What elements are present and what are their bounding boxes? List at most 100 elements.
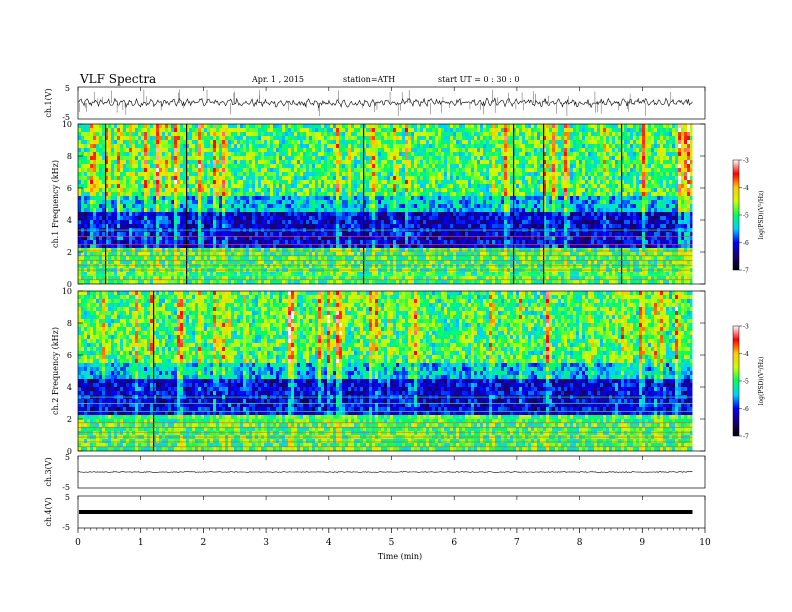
spectrogram-cell	[258, 204, 261, 208]
spectrogram-cell	[426, 172, 429, 176]
spectrogram-cell	[144, 180, 147, 184]
spectrogram-cell	[381, 148, 384, 152]
spectrogram-cell	[177, 192, 180, 196]
spectrogram-cell	[147, 196, 150, 200]
spectrogram-cell	[99, 204, 102, 208]
spectrogram-cell	[141, 140, 144, 144]
spectrogram-cell	[246, 124, 249, 128]
spectrogram-cell	[183, 212, 186, 216]
spectrogram-cell	[102, 260, 105, 264]
spectrogram-cell	[231, 272, 234, 276]
spectrogram-cell	[168, 128, 171, 132]
spectrogram-cell	[399, 208, 402, 212]
spectrogram-cell	[219, 240, 222, 244]
spectrogram-cell	[168, 176, 171, 180]
spectrogram-cell	[135, 244, 138, 248]
spectrogram-cell	[222, 144, 225, 148]
spectrogram-cell	[105, 132, 108, 136]
spectrogram-cell	[150, 124, 153, 128]
spectrogram-cell	[375, 140, 378, 144]
spectrogram-cell	[105, 172, 108, 176]
spectrogram-cell	[444, 160, 447, 164]
spectrogram-cell	[285, 216, 288, 220]
spectrogram-cell	[120, 264, 123, 268]
spectrogram-cell	[414, 148, 417, 152]
spectrogram-cell	[348, 252, 351, 256]
spectrogram-cell	[363, 184, 366, 188]
spectrogram-cell	[234, 256, 237, 260]
spectrogram-cell	[309, 132, 312, 136]
spectrogram-cell	[129, 276, 132, 280]
spectrogram-cell	[249, 184, 252, 188]
spectrogram-cell	[168, 208, 171, 212]
spectrogram-cell	[90, 224, 93, 228]
spectrogram-cell	[318, 256, 321, 260]
spectrogram-cell	[189, 256, 192, 260]
spectrogram-cell	[198, 264, 201, 268]
spectrogram-cell	[246, 140, 249, 144]
spectrogram-cell	[300, 192, 303, 196]
spectrogram-cell	[237, 192, 240, 196]
spectrogram-cell	[141, 280, 144, 284]
spectrogram-cell	[315, 128, 318, 132]
spectrogram-cell	[255, 128, 258, 132]
spectrogram-cell	[237, 188, 240, 192]
spectrogram-cell	[198, 220, 201, 224]
spectrogram-cell	[423, 236, 426, 240]
spectrogram-cell	[111, 160, 114, 164]
spectrogram-cell	[150, 164, 153, 168]
spectrogram-cell	[102, 244, 105, 248]
spectrogram-cell	[291, 204, 294, 208]
spectrogram-cell	[123, 220, 126, 224]
spectrogram-cell	[189, 164, 192, 168]
spectrogram-cell	[105, 192, 108, 196]
spectrogram-cell	[249, 176, 252, 180]
spectrogram-cell	[321, 216, 324, 220]
spectrogram-cell	[360, 240, 363, 244]
spectrogram-cell	[189, 204, 192, 208]
spectrogram-cell	[216, 232, 219, 236]
spectrogram-cell	[234, 164, 237, 168]
spectrogram-cell	[183, 216, 186, 220]
spectrogram-cell	[78, 248, 81, 252]
spectrogram-cell	[84, 192, 87, 196]
spectrogram-cell	[333, 152, 336, 156]
spectrogram-cell	[396, 256, 399, 260]
spectrogram-cell	[288, 160, 291, 164]
spectrogram-cell	[258, 156, 261, 160]
spectrogram-cell	[288, 144, 291, 148]
spectrogram-cell	[327, 276, 330, 280]
spectrogram-cell	[87, 152, 90, 156]
spectrogram-cell	[423, 200, 426, 204]
spectrogram-cell	[432, 220, 435, 224]
spectrogram-cell	[357, 196, 360, 200]
spectrogram-cell	[93, 128, 96, 132]
spectrogram-cell	[123, 164, 126, 168]
spectrogram-cell	[438, 176, 441, 180]
spectrogram-cell	[279, 240, 282, 244]
spectrogram-cell	[234, 244, 237, 248]
spectrogram-cell	[354, 168, 357, 172]
spectrogram-cell	[273, 180, 276, 184]
spectrogram-cell	[441, 244, 444, 248]
spectrogram-cell	[129, 136, 132, 140]
spectrogram-cell	[189, 208, 192, 212]
spectrogram-cell	[228, 156, 231, 160]
spectrogram-cell	[330, 256, 333, 260]
spectrogram-cell	[78, 184, 81, 188]
spectrogram-cell	[147, 260, 150, 264]
spectrogram-cell	[408, 168, 411, 172]
spectrogram-cell	[93, 152, 96, 156]
spectrogram-cell	[363, 176, 366, 180]
spectrogram-cell	[288, 148, 291, 152]
spectrogram-cell	[408, 240, 411, 244]
spectrogram-cell	[135, 148, 138, 152]
spectrogram-cell	[87, 200, 90, 204]
spectrogram-cell	[405, 144, 408, 148]
spectrogram-cell	[267, 172, 270, 176]
spectrogram-cell	[90, 172, 93, 176]
spectrogram-cell	[171, 136, 174, 140]
spectrogram-cell	[315, 156, 318, 160]
spectrogram-cell	[366, 240, 369, 244]
spectrogram-cell	[231, 176, 234, 180]
